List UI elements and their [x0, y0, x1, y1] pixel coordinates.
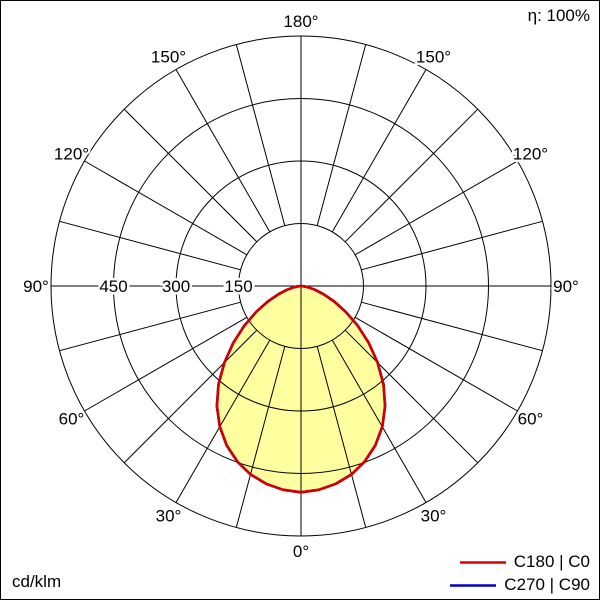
light-output-ratio-label: η: 100%	[527, 6, 590, 25]
radial-grid-line	[354, 160, 518, 256]
radial-grid-line	[175, 69, 271, 233]
radial-grid-line	[175, 339, 271, 503]
radial-grid-line	[331, 69, 427, 233]
radial-grid-line	[344, 329, 479, 464]
curve-c180-c0	[215, 284, 387, 494]
radial-grid-line	[84, 316, 248, 412]
radial-grid-line	[235, 44, 286, 226]
radial-grid-line	[316, 44, 367, 226]
legend-item-c90: C270 | C90	[450, 575, 590, 595]
ring-value-label: 300	[162, 277, 190, 296]
radial-grid-line	[235, 346, 286, 528]
ring-value-label: 150	[224, 277, 252, 296]
legend-item-c0: C180 | C0	[459, 552, 590, 572]
radial-grid-line	[361, 301, 543, 352]
legend: C180 | C0 C270 | C90	[450, 552, 590, 595]
angle-label: 180°	[283, 12, 318, 31]
angle-label: 90°	[23, 277, 49, 296]
radial-grid-line	[361, 220, 543, 271]
angle-label: 0°	[293, 542, 309, 561]
ring-value-label: 450	[99, 277, 127, 296]
radial-grid-line	[84, 160, 248, 256]
radial-grid-line	[59, 301, 241, 352]
radial-grid-line	[331, 339, 427, 503]
angle-label: 60°	[518, 410, 544, 429]
legend-label-c0: C180 | C0	[513, 552, 590, 571]
radial-grid-line	[354, 316, 518, 412]
angle-label: 120°	[513, 145, 548, 164]
radial-grid-line	[123, 329, 258, 464]
unit-label: cd/klm	[12, 572, 62, 591]
legend-line-blue-icon	[450, 583, 497, 587]
radial-grid-line	[344, 108, 479, 243]
angle-label: 120°	[54, 145, 89, 164]
radial-grid-line	[316, 346, 367, 528]
legend-line-red-icon	[459, 560, 506, 564]
radial-grid-line	[123, 108, 258, 243]
angle-label: 150°	[151, 48, 186, 67]
angle-label: 30°	[421, 507, 447, 526]
angle-label: 90°	[553, 277, 579, 296]
radial-grid-line	[59, 220, 241, 271]
angle-label: 150°	[416, 48, 451, 67]
angle-label: 30°	[156, 507, 182, 526]
angle-label: 60°	[59, 410, 85, 429]
legend-label-c90: C270 | C90	[504, 575, 590, 594]
